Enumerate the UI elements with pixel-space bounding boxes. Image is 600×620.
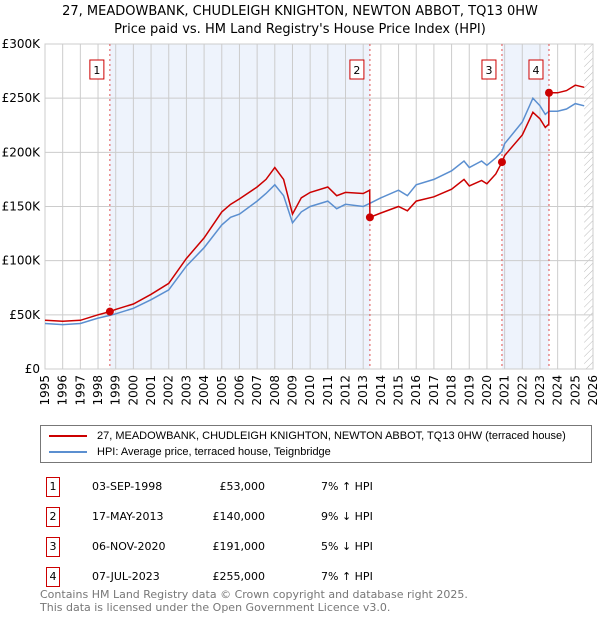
- sale-label: 4: [532, 64, 539, 77]
- x-tick-label: 2003: [179, 375, 193, 406]
- x-tick-label: 2021: [498, 375, 512, 406]
- x-tick-label: 1998: [91, 375, 105, 406]
- x-tick-label: 2004: [197, 375, 211, 406]
- sale-number-badge: 2: [46, 507, 60, 527]
- sale-date: 06-NOV-2020: [92, 540, 166, 553]
- x-tick-label: 2006: [232, 375, 246, 406]
- x-tick-label: 2025: [568, 375, 582, 406]
- y-tick-label: £100K: [2, 254, 42, 268]
- sale-point: [497, 158, 506, 167]
- sale-point: [365, 213, 374, 222]
- legend-label: HPI: Average price, terraced house, Teig…: [97, 446, 331, 458]
- y-tick-label: £150K: [2, 200, 42, 214]
- sale-hpi-diff: 7% ↑ HPI: [321, 570, 373, 583]
- price-chart: 1995 1996 1997 1998 1999 2000 2001 2002 2003 2004…: [2, 37, 600, 406]
- x-tick-label: 1996: [56, 375, 70, 406]
- sale-number-badge: 4: [46, 567, 60, 587]
- price-paid-line: [44, 84, 585, 323]
- x-tick-label: 2013: [356, 375, 370, 406]
- sale-label: 2: [353, 64, 360, 77]
- hpi-line: [44, 96, 585, 326]
- sale-label: 3: [485, 64, 492, 77]
- legend-label: 27, MEADOWBANK, CHUDLEIGH KNIGHTON, NEWT…: [97, 430, 566, 442]
- sale-label-box: [89, 59, 105, 80]
- x-tick-label: 2018: [445, 375, 459, 406]
- x-tick-label: 2007: [250, 375, 264, 406]
- y-tick-label: £0: [25, 362, 40, 376]
- sale-price: £140,000: [212, 510, 266, 523]
- x-tick-label: 2019: [462, 375, 476, 406]
- sale-point: [544, 88, 553, 97]
- sale-number-badge: 3: [46, 537, 60, 557]
- sale-label-box: [528, 59, 544, 80]
- y-tick-label: £50K: [9, 308, 41, 322]
- sale-label: 1: [93, 64, 100, 77]
- x-tick-label: 2001: [144, 375, 158, 406]
- x-tick-label: 1999: [109, 375, 123, 406]
- x-tick-label: 2023: [533, 375, 547, 406]
- y-tick-label: £300K: [2, 37, 42, 51]
- chart-subtitle: Price paid vs. HM Land Registry's House …: [114, 22, 486, 37]
- x-tick-label: 2026: [586, 375, 600, 406]
- x-tick-label: 2016: [409, 375, 423, 406]
- y-tick-label: £250K: [2, 91, 42, 105]
- x-tick-label: 2002: [162, 375, 176, 406]
- sale-hpi-diff: 7% ↑ HPI: [321, 480, 373, 493]
- x-tick-label: 2014: [374, 375, 388, 406]
- legend-swatch-blue: [49, 451, 87, 453]
- sale-point: [105, 307, 114, 316]
- sale-date: 03-SEP-1998: [92, 480, 163, 493]
- x-tick-label: 2024: [551, 375, 565, 406]
- chart-title: 27, MEADOWBANK, CHUDLEIGH KNIGHTON, NEWT…: [62, 4, 538, 19]
- x-tick-label: 2000: [126, 375, 140, 406]
- sale-price: £191,000: [212, 540, 266, 553]
- x-tick-label: 2008: [268, 375, 282, 406]
- x-tick-label: 2022: [515, 375, 529, 406]
- sale-date: 17-MAY-2013: [92, 510, 164, 523]
- legend-item-price: 27, MEADOWBANK, CHUDLEIGH KNIGHTON, NEWT…: [49, 429, 566, 443]
- sale-hpi-diff: 5% ↓ HPI: [321, 540, 373, 553]
- x-tick-label: 1997: [73, 375, 87, 406]
- footer-licence: This data is licensed under the Open Gov…: [40, 601, 391, 614]
- x-tick-label: 2005: [215, 375, 229, 406]
- footer-copyright: Contains HM Land Registry data © Crown c…: [40, 588, 468, 601]
- legend: 27, MEADOWBANK, CHUDLEIGH KNIGHTON, NEWT…: [40, 425, 592, 463]
- y-tick-label: £200K: [2, 145, 42, 159]
- sale-label-box: [481, 59, 497, 80]
- plot-border: [44, 43, 594, 370]
- sale-hpi-diff: 9% ↓ HPI: [321, 510, 373, 523]
- legend-swatch-red: [49, 435, 87, 437]
- x-tick-label: 2010: [303, 375, 317, 406]
- x-tick-label: 2012: [339, 375, 353, 406]
- x-tick-label: 2011: [321, 375, 335, 406]
- sale-label-box: [349, 59, 365, 80]
- x-tick-label: 1995: [38, 375, 52, 406]
- sale-price: £53,000: [219, 480, 266, 493]
- sale-date: 07-JUL-2023: [92, 570, 160, 583]
- x-tick-label: 2009: [285, 375, 299, 406]
- x-tick-label: 2017: [427, 375, 441, 406]
- legend-item-hpi: HPI: Average price, terraced house, Teig…: [49, 445, 331, 459]
- x-tick-label: 2015: [392, 375, 406, 406]
- sale-price: £255,000: [212, 570, 266, 583]
- x-tick-label: 2020: [480, 375, 494, 406]
- sale-number-badge: 1: [46, 477, 60, 497]
